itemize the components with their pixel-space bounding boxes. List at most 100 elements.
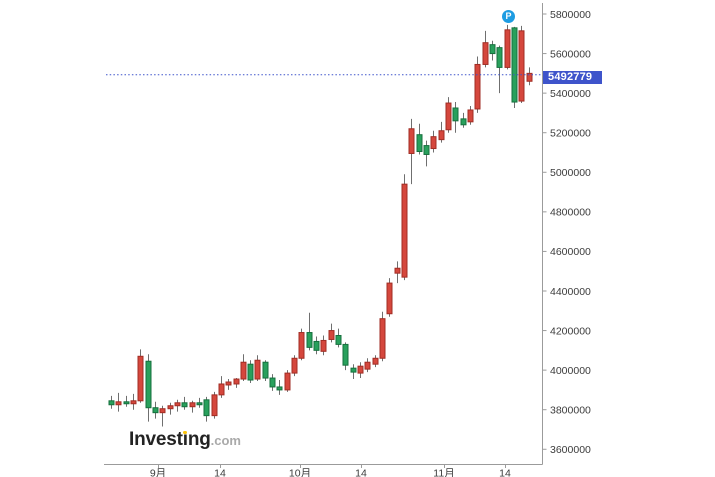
- candle: [518, 25, 525, 104]
- x-axis-label: 11月: [433, 468, 454, 477]
- x-axis-label: 9月: [150, 468, 166, 477]
- candle-body: [262, 361, 269, 379]
- candle-body: [423, 145, 430, 155]
- candle: [372, 355, 379, 368]
- y-axis-label: 3800000: [550, 405, 591, 417]
- candle-body: [511, 27, 518, 103]
- candle: [445, 97, 452, 133]
- candle-body: [467, 109, 474, 123]
- investing-logo-name: Investıng: [129, 429, 211, 450]
- candle-body: [218, 383, 225, 396]
- candle: [401, 174, 408, 281]
- y-axis-label: 4400000: [550, 286, 591, 298]
- candle: [284, 370, 291, 392]
- candle: [460, 112, 467, 128]
- candle: [394, 261, 401, 284]
- candle: [430, 130, 437, 153]
- candle-body: [460, 118, 467, 126]
- y-axis[interactable]: 5800000 5600000 5400000 5200000 5000000 48000…: [542, 3, 592, 465]
- candle: [240, 354, 247, 382]
- candle-body: [445, 102, 452, 131]
- y-axis-label: 5000000: [550, 167, 591, 179]
- candle: [452, 102, 459, 133]
- candle-body: [145, 360, 152, 409]
- candle: [357, 362, 364, 379]
- candle: [159, 405, 166, 427]
- candle: [225, 379, 232, 390]
- x-axis[interactable]: 9月 14 10月 14 11月 14: [104, 464, 543, 477]
- investing-logo-i-dot: ı: [182, 429, 188, 450]
- candle-body: [320, 339, 327, 352]
- candle-body: [211, 394, 218, 417]
- candle-body: [130, 400, 137, 405]
- candle: [416, 123, 423, 155]
- candle-body: [386, 282, 393, 315]
- y-axis-label: 4800000: [550, 207, 591, 219]
- candle: [482, 30, 489, 68]
- x-axis-label: 14: [214, 468, 226, 477]
- y-axis-label: 3600000: [550, 444, 591, 456]
- candle-body: [357, 365, 364, 374]
- candle-body: [203, 399, 210, 417]
- price-marker-icon[interactable]: P: [502, 10, 515, 23]
- candle: [189, 400, 196, 413]
- candle-body: [306, 332, 313, 348]
- investing-logo-suffix: .com: [210, 433, 241, 448]
- candle-body: [372, 357, 379, 365]
- candle: [423, 140, 430, 167]
- candle: [130, 393, 137, 410]
- x-axis-label: 14: [499, 468, 511, 477]
- candle-body: [496, 47, 503, 68]
- y-axis-label: 4000000: [550, 365, 591, 377]
- candle: [298, 328, 305, 361]
- candle: [504, 24, 511, 70]
- candle-body: [342, 343, 349, 366]
- candle-body: [438, 130, 445, 141]
- candle-body: [430, 136, 437, 150]
- candle: [489, 40, 496, 61]
- candle-body: [394, 267, 401, 274]
- candle: [379, 311, 386, 362]
- candle: [526, 67, 533, 86]
- candle-body: [489, 44, 496, 55]
- candle: [123, 395, 130, 407]
- candle: [181, 396, 188, 410]
- candle-body: [284, 372, 291, 391]
- candle-body: [350, 367, 357, 373]
- x-axis-label: 10月: [289, 468, 311, 477]
- candle: [218, 376, 225, 398]
- candle: [496, 45, 503, 94]
- candle: [291, 355, 298, 377]
- candle: [174, 399, 181, 412]
- candle-body: [115, 401, 122, 406]
- candle: [364, 358, 371, 373]
- candle: [511, 26, 518, 108]
- y-axis-label: 5800000: [550, 9, 591, 21]
- candle-body: [108, 400, 115, 406]
- candle: [438, 121, 445, 143]
- y-axis-label: 4200000: [550, 325, 591, 337]
- candle-body: [276, 386, 283, 391]
- y-axis-label: 5600000: [550, 48, 591, 60]
- candle-body: [181, 402, 188, 408]
- candle-series: [108, 24, 533, 427]
- candle-body: [526, 72, 533, 82]
- candle-body: [254, 359, 261, 380]
- candle-body: [123, 401, 130, 405]
- candle-body: [379, 318, 386, 359]
- candle: [335, 328, 342, 348]
- candle: [262, 360, 269, 382]
- candle-body: [159, 408, 166, 414]
- candle: [342, 342, 349, 371]
- candle: [211, 391, 218, 419]
- candle: [233, 378, 240, 388]
- candle: [137, 349, 144, 403]
- candle-body: [174, 402, 181, 407]
- candle-body: [189, 402, 196, 408]
- candle-body: [313, 340, 320, 351]
- candle-body: [247, 363, 254, 381]
- candle: [306, 312, 313, 351]
- last-price-label: 5492779: [543, 71, 602, 84]
- candle-body: [364, 361, 371, 370]
